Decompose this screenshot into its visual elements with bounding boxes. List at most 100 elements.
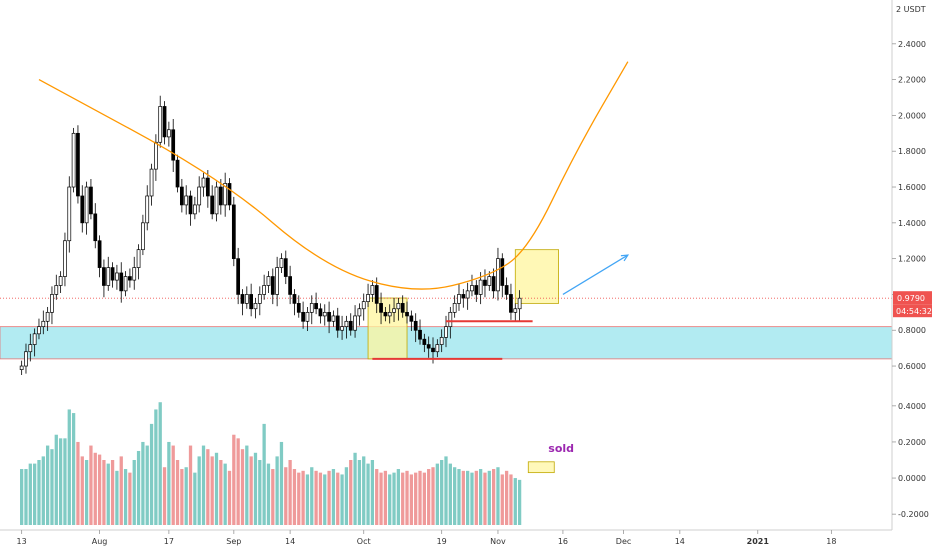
price-tick-label: 2.4000 [898, 40, 926, 49]
volume-bar [422, 472, 426, 525]
volume-bar [478, 469, 483, 525]
candle-body [58, 276, 63, 286]
volume-bar [45, 445, 50, 525]
candle-body [396, 303, 401, 310]
candle-body [279, 258, 284, 268]
countdown-tag [893, 304, 932, 318]
candle-body [128, 276, 132, 281]
candle-body [478, 279, 483, 295]
volume-bar [128, 472, 132, 525]
volume-bar [41, 456, 45, 525]
candle-body [431, 347, 435, 353]
volume-bar [227, 470, 232, 525]
candle-body [296, 303, 301, 313]
volume-bar [141, 441, 145, 525]
volume-bar [491, 469, 496, 525]
candle-body [496, 258, 500, 292]
cup-curve [38, 61, 629, 290]
price-tick-label: 1.6000 [898, 183, 926, 192]
candle-body [119, 272, 124, 292]
candle-body [89, 186, 93, 215]
candle-body [102, 267, 106, 286]
price-tick-label: 0.6000 [898, 362, 926, 371]
volume-bar [63, 438, 67, 525]
annotation-layer [0, 249, 892, 360]
volume-bar [54, 434, 58, 525]
current-price-tag [893, 291, 932, 305]
candle-body [32, 333, 37, 345]
highlight-box-upper [514, 249, 559, 304]
volume-bar [240, 449, 245, 525]
volume-bar [331, 469, 336, 525]
candle-body [348, 320, 353, 331]
volume-bar [288, 460, 292, 525]
volume-bar [236, 438, 240, 525]
volume-bar [93, 452, 97, 525]
volume-bar [370, 460, 375, 525]
volume-bar [461, 470, 465, 525]
volume-bar [314, 470, 318, 525]
time-tick-label: Nov [490, 537, 506, 546]
candle-body [452, 303, 457, 313]
candle-body [361, 301, 366, 310]
candle-body [179, 186, 184, 206]
candle-body [214, 186, 219, 215]
volume-bar [158, 402, 162, 525]
candle-body [435, 344, 440, 353]
price-tick-label: 2.0000 [898, 111, 926, 120]
candle-body [500, 258, 505, 286]
volume-bar [76, 441, 80, 525]
time-tick-label: 14 [285, 537, 295, 546]
candle-body [175, 159, 180, 188]
candle-body [76, 132, 80, 197]
time-tick-label: 13 [17, 537, 27, 546]
candle-body [283, 258, 288, 277]
volume-bar [123, 469, 128, 525]
time-tick-label: Dec [616, 537, 631, 546]
annotation-sold: sold [548, 442, 574, 455]
volume-bar [379, 472, 383, 525]
candle-body [167, 129, 171, 138]
volume-bar [20, 469, 24, 525]
candle-body [474, 285, 479, 295]
volume-bar [500, 474, 504, 525]
candle-body [67, 186, 72, 242]
volume-bar [470, 472, 474, 525]
volume-bar [513, 478, 517, 525]
candle-body [513, 308, 518, 313]
candle-body [240, 294, 245, 304]
price-tick-label: 1.4000 [898, 219, 926, 228]
candle-body [227, 183, 232, 206]
volume-bar [249, 456, 253, 525]
volume-bar [271, 469, 275, 525]
time-tick-label: Sep [226, 537, 241, 546]
price-tick-label: 2.2000 [898, 76, 926, 85]
volume-bar [262, 423, 266, 525]
volume-bar [466, 470, 470, 525]
candle-body [249, 294, 254, 310]
candle-body [201, 177, 206, 188]
candle-body [41, 320, 46, 328]
volume-bar [344, 467, 349, 525]
candle-body [71, 132, 76, 188]
volume-bar [292, 469, 297, 525]
candle-body [19, 365, 24, 370]
volume-bar [431, 467, 435, 525]
volume-bar [418, 470, 422, 525]
volume-bar [245, 445, 249, 525]
volume-bar [197, 456, 201, 525]
volume-bar [357, 460, 362, 525]
volume-layer [20, 402, 522, 525]
volume-bar [517, 479, 522, 525]
candle-body [63, 240, 67, 277]
candle-body [379, 303, 383, 313]
candle-body [93, 213, 98, 242]
time-tick-label: Oct [357, 537, 371, 546]
volume-bar [110, 460, 115, 525]
candle-body [418, 329, 422, 340]
volume-bar [214, 452, 219, 525]
candle-body [28, 344, 33, 353]
volume-bar [171, 445, 175, 525]
